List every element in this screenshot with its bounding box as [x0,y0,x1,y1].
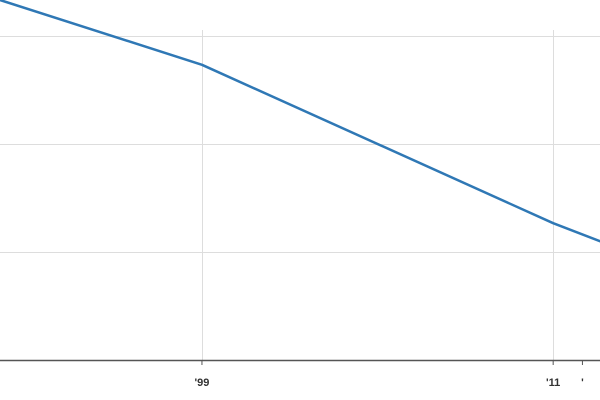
grid [0,30,600,360]
x-tick-labels: '99 '11 ' [195,377,585,389]
series-line-0 [0,0,600,243]
series-group [0,0,600,243]
x-axis [0,359,600,365]
x-tick-label-2: ' [581,377,584,389]
x-tick-label-1: '11 [546,377,560,389]
x-tick-label-0: '99 [195,377,210,389]
